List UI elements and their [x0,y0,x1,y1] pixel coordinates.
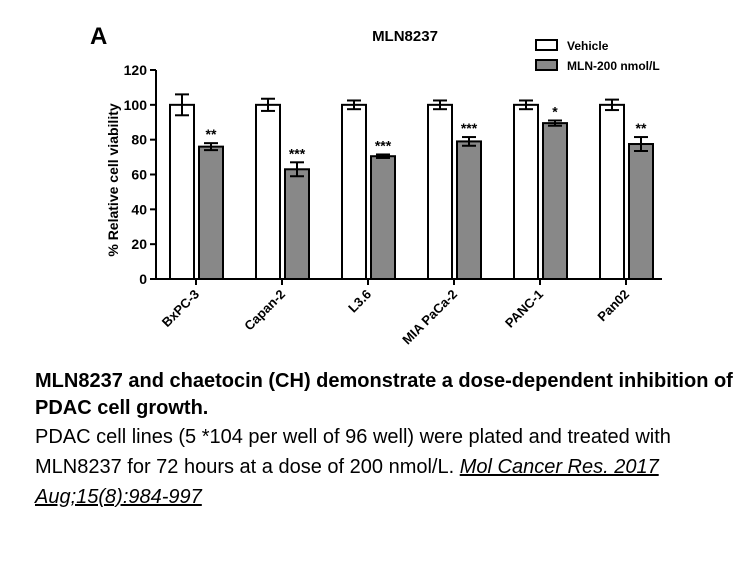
significance-marker: ** [636,120,647,136]
caption-title: MLN8237 and chaetocin (CH) demonstrate a… [35,370,733,419]
caption-text: PDAC cell lines (5 *104 per well of 96 w… [35,426,671,478]
chart-title: MLN8237 [372,28,438,45]
x-tick-label: L3.6 [345,287,374,316]
y-tick-label: 20 [131,236,147,252]
significance-marker: *** [289,145,306,161]
bar-treated [370,155,396,280]
caption-body: PDAC cell lines (5 *104 per well of 96 w… [35,422,750,512]
y-tick-label: 60 [131,167,147,183]
bar-vehicle [255,103,281,281]
x-tick-label: MIA PaCa-2 [399,287,460,348]
y-tick-label: 40 [131,201,147,217]
bar-treated [284,168,310,280]
citation-link[interactable]: Mol Cancer Res. 2017 Aug;15(8):984-997 [35,456,659,508]
bar-vehicle [427,103,453,281]
legend-label-vehicle: Vehicle [567,39,609,53]
bar-treated [628,143,654,280]
bar-vehicle [513,103,539,281]
y-tick-label: 80 [131,132,147,148]
figure-caption: MLN8237 and chaetocin (CH) demonstrate a… [35,368,750,512]
significance-marker: *** [375,137,392,153]
legend-label-treated: MLN-200 nmol/L [567,59,660,73]
bar-vehicle [341,103,367,281]
legend-swatch-treated [535,59,558,71]
y-axis: 0 20 40 60 80 100 120 [124,62,157,287]
x-axis: BxPC-3 Capan-2 L3.6 MIA PaCa-2 PANC-1 Pan02 [155,278,662,348]
significance-marker: ** [206,126,217,142]
bar-treated [198,145,224,280]
bar-vehicle [169,103,195,281]
bar-treated [542,122,568,280]
significance-marker: * [552,104,558,120]
x-tick-label: Capan-2 [241,287,288,334]
y-tick-label: 120 [124,62,148,78]
bars: ***** ********* [169,93,654,281]
y-tick-label: 0 [139,271,147,287]
x-tick-label: BxPC-3 [159,287,202,330]
legend: Vehicle MLN-200 nmol/L [535,39,660,73]
y-tick-label: 100 [124,97,148,113]
bar-treated [456,140,482,280]
significance-marker: *** [461,120,478,136]
x-tick-label: Pan02 [594,287,632,325]
panel-label: A [90,23,107,50]
legend-swatch-vehicle [535,39,558,51]
x-tick-label: PANC-1 [502,287,546,331]
y-axis-label: % Relative cell viability [105,103,121,257]
bar-vehicle [599,103,625,281]
bar-chart: A MLN8237 Vehicle MLN-200 nmol/L % Relat… [90,23,662,348]
